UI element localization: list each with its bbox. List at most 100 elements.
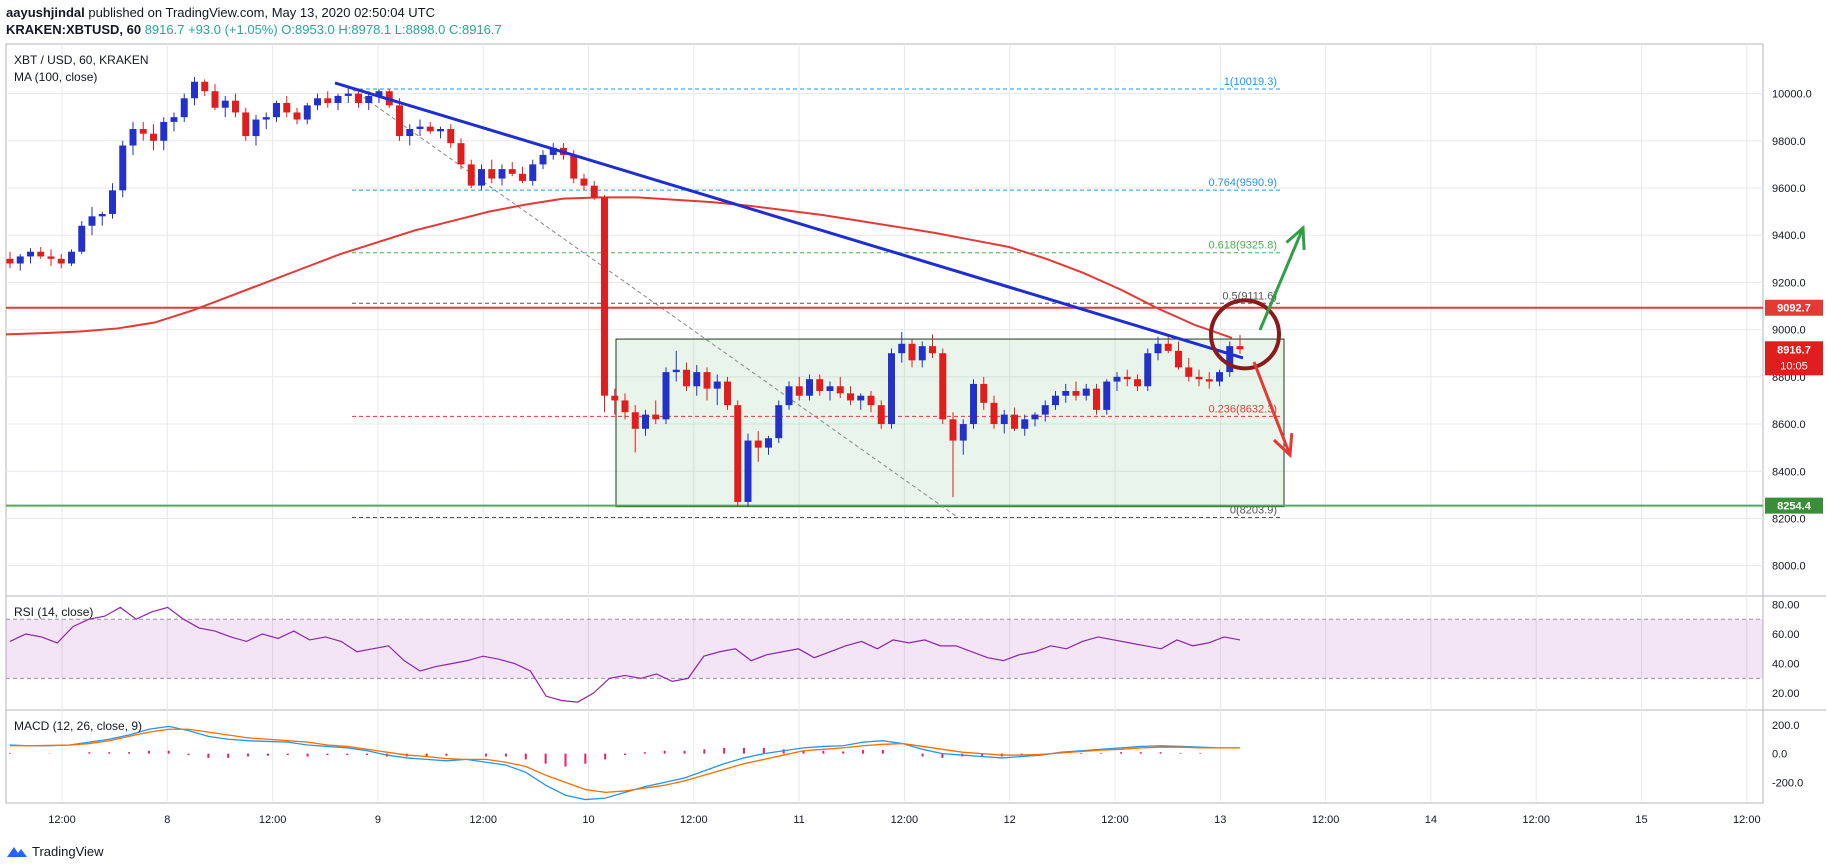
- candle-body: [201, 81, 209, 92]
- candle-body: [68, 251, 75, 264]
- candle-body: [795, 386, 803, 396]
- brand-name: TradingView: [32, 843, 104, 859]
- candle-body: [519, 173, 526, 181]
- candle: [734, 400, 742, 507]
- candle: [478, 164, 485, 191]
- candle-body: [1072, 390, 1080, 396]
- candle-body: [160, 121, 168, 141]
- candle: [6, 251, 14, 269]
- candle-body: [478, 169, 485, 186]
- x-tick-label: 13: [1214, 814, 1226, 826]
- candle-body: [180, 98, 188, 118]
- rsi-label: RSI (14, close): [14, 605, 93, 619]
- candle: [611, 388, 619, 415]
- countdown-label: 10:05: [1780, 360, 1808, 372]
- candle: [78, 221, 86, 255]
- candle: [447, 124, 455, 148]
- candle: [806, 374, 813, 401]
- highlight-circle: [1209, 298, 1281, 371]
- candle-body: [109, 190, 116, 214]
- bearish-arrow: [1252, 361, 1294, 459]
- candle: [836, 376, 844, 399]
- candle-body: [1164, 343, 1172, 351]
- x-tick-label: 12: [1004, 814, 1016, 826]
- last-price-label: 8916.7: [1777, 344, 1811, 356]
- macd-tick-label: -200.0: [1772, 777, 1803, 789]
- candle: [939, 348, 947, 425]
- candle: [724, 376, 731, 410]
- candle-body: [693, 372, 701, 387]
- candle: [180, 93, 188, 122]
- candle-body: [355, 93, 362, 104]
- y-tick-label: 8200.0: [1772, 513, 1806, 525]
- candle-body: [1000, 414, 1008, 425]
- candle-body: [78, 225, 86, 252]
- candle-body: [713, 381, 721, 389]
- candle-body: [283, 103, 291, 113]
- candle: [1021, 414, 1029, 436]
- candle-body: [47, 256, 55, 259]
- candle-body: [375, 91, 383, 96]
- candle: [539, 150, 547, 170]
- macd-tick-label: 0.0: [1772, 749, 1787, 761]
- candle-body: [273, 103, 280, 118]
- macd-tick-label: 200.0: [1772, 720, 1800, 732]
- candle: [908, 339, 916, 368]
- candle: [631, 405, 639, 453]
- candle: [693, 365, 701, 396]
- candle: [898, 331, 906, 363]
- candle-body: [88, 216, 96, 226]
- x-tick-label: 12:00: [1733, 814, 1761, 826]
- author-name[interactable]: aayushjindal: [6, 5, 85, 20]
- candle: [580, 173, 588, 191]
- candle-body: [467, 164, 475, 186]
- candle-body: [27, 251, 34, 257]
- candle: [1103, 379, 1111, 415]
- candle: [283, 95, 291, 118]
- candle: [1205, 372, 1213, 389]
- candle: [877, 400, 885, 429]
- y-tick-label: 8400.0: [1772, 466, 1806, 478]
- candle-body: [262, 117, 270, 120]
- candle: [303, 103, 311, 125]
- candle: [929, 334, 936, 358]
- candle: [990, 395, 998, 429]
- candle: [88, 206, 96, 236]
- candle: [826, 381, 834, 401]
- candle: [355, 88, 362, 108]
- candle-body: [242, 112, 250, 137]
- candle-body: [785, 386, 793, 406]
- fib-anchor-line: [351, 88, 959, 518]
- candle: [467, 159, 475, 188]
- candle: [1062, 383, 1070, 403]
- candle: [1236, 334, 1244, 354]
- x-tick-label: 12:00: [1312, 814, 1340, 826]
- macd-label: MACD (12, 26, close, 9): [14, 719, 142, 733]
- candle-body: [221, 100, 229, 108]
- candle: [1175, 341, 1182, 370]
- candle: [970, 379, 977, 429]
- candle: [170, 112, 178, 132]
- candle: [1144, 348, 1152, 391]
- candle-body: [252, 119, 260, 137]
- candle-body: [324, 98, 332, 104]
- x-tick-label: 12:00: [1101, 814, 1129, 826]
- support-price-tag: [1765, 497, 1823, 514]
- chart-header: aayushjindal published on TradingView.co…: [6, 4, 1816, 38]
- candle-body: [334, 95, 342, 104]
- fib-level-label: 0.236(8632.3): [1209, 403, 1278, 415]
- candle: [703, 367, 711, 401]
- candle-body: [303, 105, 311, 120]
- candle: [344, 86, 352, 104]
- candle: [1082, 383, 1090, 401]
- candle: [1123, 369, 1131, 387]
- candle: [1072, 381, 1080, 401]
- candle: [857, 393, 865, 410]
- bullish-arrow: [1258, 224, 1306, 331]
- ohlc-values: 8916.7 +93.0 (+1.05%) O:8953.0 H:8978.1 …: [144, 22, 502, 37]
- candle: [918, 341, 926, 368]
- candle-body: [1103, 381, 1111, 410]
- candle: [191, 77, 198, 106]
- candle-body: [683, 369, 690, 387]
